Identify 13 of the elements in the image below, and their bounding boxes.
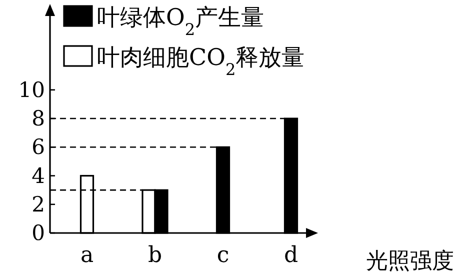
y-tick-label: 6 [32, 135, 45, 160]
x-tick-label: d [284, 243, 298, 268]
x-axis-title: 光照强度 [366, 249, 454, 274]
y-tick-label: 4 [32, 164, 45, 188]
x-tick-label: a [80, 243, 94, 268]
y-tick-label: 2 [32, 192, 45, 216]
y-tick-label: 0 [32, 221, 45, 245]
y-tick-label: 10 [18, 78, 45, 102]
x-tick-label: b [148, 243, 162, 268]
legend-label: 叶绿体O$_{2}$产生量 [97, 5, 264, 38]
legend-label: 叶肉细胞CO$_{2}$释放量 [97, 45, 305, 78]
x-tick-label: c [216, 243, 230, 268]
y-tick-label: 8 [32, 106, 45, 130]
